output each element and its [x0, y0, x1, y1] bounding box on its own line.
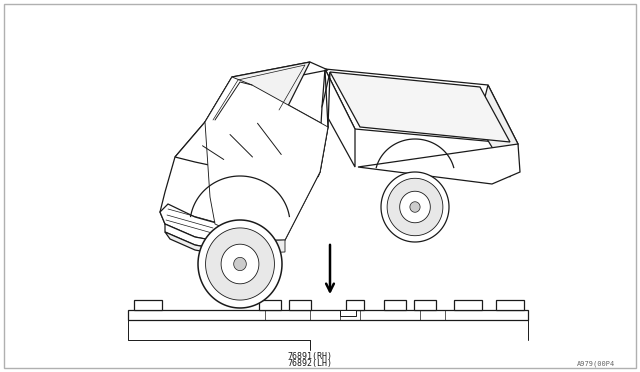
Polygon shape	[318, 72, 330, 177]
Bar	[259, 300, 281, 310]
Polygon shape	[322, 69, 355, 167]
Polygon shape	[234, 257, 246, 270]
Polygon shape	[330, 72, 510, 142]
Bar	[384, 300, 406, 310]
Polygon shape	[220, 240, 285, 254]
Text: A979(00P4: A979(00P4	[577, 360, 615, 367]
Bar	[454, 300, 482, 310]
Polygon shape	[325, 69, 518, 144]
Polygon shape	[198, 220, 282, 308]
Bar	[414, 300, 436, 310]
Polygon shape	[400, 191, 430, 223]
Bar	[346, 300, 364, 310]
Polygon shape	[381, 172, 449, 242]
Polygon shape	[160, 77, 328, 244]
Polygon shape	[221, 244, 259, 284]
Bar	[289, 300, 311, 310]
Polygon shape	[478, 85, 518, 177]
Polygon shape	[175, 112, 310, 177]
Bar	[496, 300, 524, 310]
Polygon shape	[205, 62, 310, 122]
Polygon shape	[165, 224, 222, 250]
Polygon shape	[410, 202, 420, 212]
Polygon shape	[205, 77, 328, 240]
Bar	[128, 310, 528, 320]
Polygon shape	[387, 178, 443, 236]
Polygon shape	[205, 228, 275, 300]
Text: 76891(RH): 76891(RH)	[287, 352, 333, 361]
Text: 76892(LH): 76892(LH)	[287, 359, 333, 368]
Polygon shape	[232, 62, 328, 85]
Bar	[134, 300, 162, 310]
Polygon shape	[165, 232, 222, 255]
Bar	[340, 310, 356, 316]
Polygon shape	[160, 204, 220, 242]
Polygon shape	[358, 144, 520, 184]
